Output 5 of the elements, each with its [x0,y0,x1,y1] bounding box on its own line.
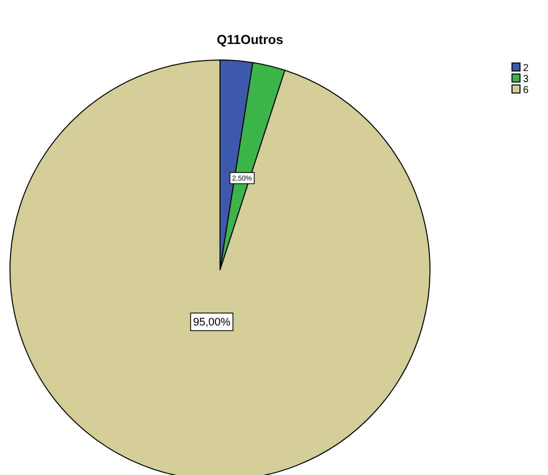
legend-label: 6 [523,85,529,96]
legend-label: 3 [523,74,529,85]
legend-label: 2 [523,63,529,74]
data-label: 95,00% [193,316,231,329]
chart-title: Q11Outros [216,32,284,47]
